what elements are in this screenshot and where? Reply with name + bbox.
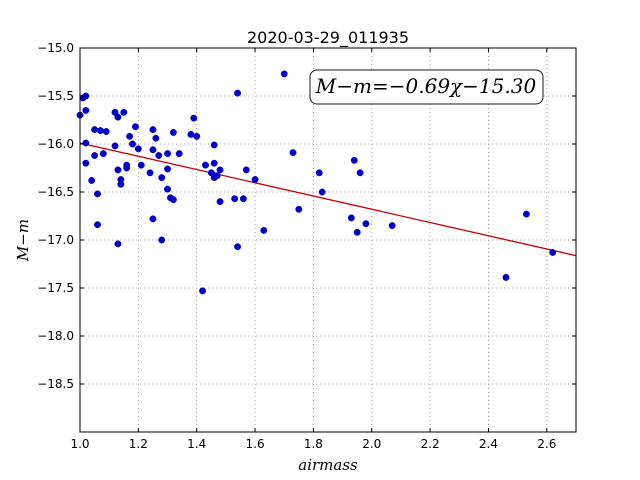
data-point [193,132,201,140]
x-axis-label: airmass [298,456,358,474]
data-point [213,172,221,180]
data-point [164,165,171,173]
grid [79,47,576,432]
data-point [239,195,247,203]
data-point [522,210,530,218]
y-tick-label: −16.5 [37,185,74,199]
data-point [158,236,166,244]
data-point [315,169,323,177]
data-point [216,198,224,206]
chart-title: 2020-03-29_011935 [247,28,409,48]
x-tick-label: 2.0 [362,437,381,451]
data-point [210,159,218,167]
data-point [280,70,288,78]
data-point [155,152,163,159]
x-tick-label: 2.2 [421,437,440,451]
y-tick-label: −17.0 [37,233,74,247]
data-point [356,169,364,177]
fit-line [79,142,577,257]
data-point [251,176,259,183]
data-point [164,150,171,158]
data-point [117,176,125,183]
x-tick-label: 2.6 [537,437,556,451]
annotation-frame [309,69,544,105]
data-point [152,134,160,142]
x-tick-label: 1.8 [304,437,323,451]
data-point [318,188,326,196]
data-point [129,140,136,148]
data-point [134,145,142,153]
data-point [114,240,122,248]
data-point [502,273,510,281]
data-point [187,130,195,138]
y-tick-label: −15.0 [37,41,74,55]
data-points [76,70,557,295]
data-point [350,156,358,164]
data-point [190,114,198,122]
y-tick-label: −18.0 [37,329,74,343]
data-point [210,141,218,149]
annotation-box: M−m=−0.69χ−15.30 [309,69,544,105]
data-point [353,228,361,236]
x-tick-label: 2.4 [479,437,498,451]
data-point [347,214,355,222]
data-point [149,215,157,223]
data-point [202,161,209,169]
y-axis-label: M−m [14,219,32,262]
x-tick-label: 1.6 [246,437,265,451]
data-point [388,222,396,230]
data-point [231,195,239,203]
data-point [289,149,297,157]
ticks: 1.0 1.2 1.4 1.6 1.8 2.0 2.2 2.4 2.6 −15.0 −15.5 −16… [37,41,576,451]
data-point [82,159,90,167]
data-point [82,106,90,114]
data-point [146,169,154,177]
data-point [123,164,131,172]
data-point [111,142,119,150]
data-point [91,152,99,159]
data-point [94,221,101,229]
data-point [114,113,122,121]
fit-line-group [79,142,577,257]
data-point [234,89,242,97]
x-tick-label: 1.0 [70,437,89,451]
data-point [164,185,171,193]
data-point [175,150,183,158]
data-point [114,166,122,174]
data-point [295,205,303,213]
data-point [96,127,104,135]
data-point [131,123,139,131]
data-point [102,128,110,135]
data-point [126,132,134,140]
fit-equation: M−m=−0.69χ−15.30 [315,74,537,98]
data-point [549,249,557,256]
data-point [169,129,177,136]
data-point [260,226,268,234]
data-point [199,287,206,295]
y-tick-label: −15.5 [37,89,74,103]
y-tick-label: −18.5 [37,377,74,391]
data-point [88,177,96,184]
data-point [82,139,90,147]
y-tick-label: −17.5 [37,281,74,295]
data-point [169,196,177,204]
data-point [234,243,242,251]
data-point [91,126,99,134]
data-point [149,146,157,154]
data-point [216,166,224,174]
x-tick-label: 1.4 [187,437,206,451]
data-point [242,166,250,174]
data-point [149,126,157,134]
x-tick-label: 1.2 [129,437,148,451]
data-point [137,161,145,169]
data-point [99,150,107,158]
data-point [362,220,370,228]
data-point [94,190,101,198]
y-tick-label: −16.0 [37,137,74,151]
data-point [120,108,128,116]
data-point [158,174,166,182]
